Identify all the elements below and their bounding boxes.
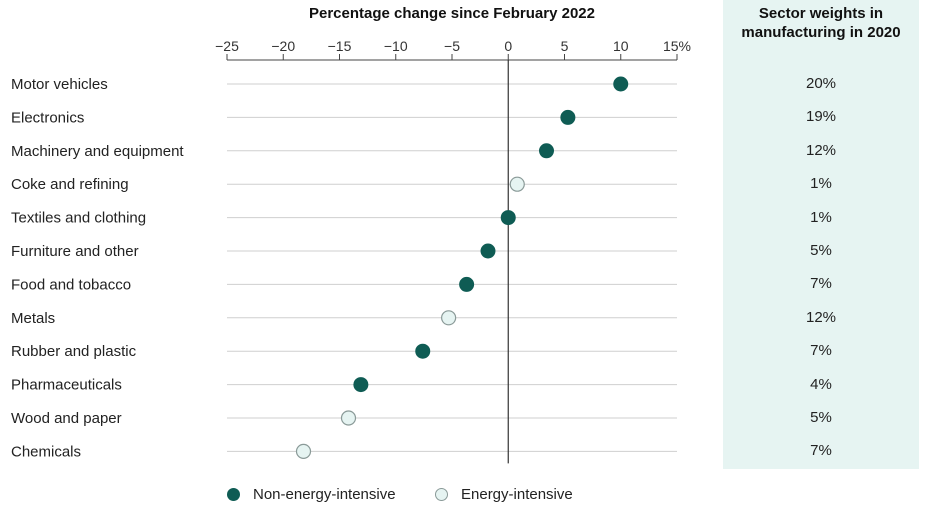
legend-non-energy-swatch	[227, 488, 240, 501]
weight-value: 7%	[810, 275, 832, 293]
data-point-non-energy-intensive	[459, 276, 475, 292]
weight-value: 1%	[810, 208, 832, 226]
data-point-energy-intensive	[340, 410, 357, 426]
data-point-non-energy-intensive	[480, 243, 496, 259]
category-label: Electronics	[11, 109, 84, 126]
x-tick-label: −15	[328, 38, 352, 54]
x-tick-label: −25	[215, 38, 239, 54]
x-tick-label: −10	[384, 38, 408, 54]
data-point-non-energy-intensive	[415, 343, 431, 359]
category-label: Textiles and clothing	[11, 210, 146, 227]
legend-non-energy: Non-energy-intensive	[227, 486, 396, 503]
weight-value: 12%	[805, 141, 837, 159]
legend-energy: Energy-intensive	[435, 486, 573, 503]
weight-value: 1%	[810, 175, 832, 193]
x-tick-label: 10	[613, 38, 629, 54]
weights-title-line1: Sector weights in	[758, 5, 884, 22]
weight-value: 12%	[805, 308, 837, 326]
data-point-non-energy-intensive	[353, 377, 369, 393]
data-point-energy-intensive	[509, 176, 525, 192]
sector-weights-panel: Sector weights in manufacturing in 2020 …	[723, 0, 919, 469]
data-point-non-energy-intensive	[613, 76, 629, 92]
category-label: Motor vehicles	[11, 76, 108, 93]
x-tick-label: 5	[561, 38, 569, 54]
weight-value: 5%	[810, 242, 832, 259]
weight-value: 7%	[810, 442, 832, 460]
chart-title: Percentage change since February 2022	[309, 5, 595, 22]
category-label: Machinery and equipment	[11, 143, 184, 160]
weights-title-line2: manufacturing in 2020	[741, 24, 901, 41]
category-label: Wood and paper	[11, 410, 122, 427]
x-tick-label: −5	[444, 38, 460, 54]
weight-value: 5%	[810, 409, 832, 426]
data-point-non-energy-intensive	[500, 210, 516, 226]
x-tick-label: 0	[504, 38, 512, 54]
legend-non-energy-label: Non-energy-intensive	[253, 486, 396, 503]
category-label: Food and tobacco	[11, 276, 131, 293]
data-point-non-energy-intensive	[539, 143, 554, 159]
category-label: Metals	[11, 310, 55, 327]
weight-value: 7%	[810, 342, 832, 360]
category-label: Pharmaceuticals	[11, 377, 122, 394]
legend-energy-swatch	[435, 488, 448, 501]
category-label: Furniture and other	[11, 243, 139, 260]
category-label: Rubber and plastic	[11, 343, 137, 360]
data-point-energy-intensive	[441, 310, 457, 326]
legend-energy-label: Energy-intensive	[461, 486, 573, 503]
chart-area: Percentage change since February 2022 −25…	[11, 5, 691, 464]
category-label: Coke and refining	[11, 176, 129, 193]
data-point-non-energy-intensive	[560, 109, 576, 125]
x-tick-label: 15%	[663, 38, 691, 54]
weights-title: Sector weights in manufacturing in 2020	[723, 4, 919, 42]
data-point-energy-intensive	[295, 443, 312, 459]
weight-value: 20%	[805, 75, 837, 92]
category-label: Chemicals	[11, 443, 81, 460]
weight-value: 4%	[810, 375, 832, 393]
weight-value: 19%	[805, 108, 837, 126]
x-tick-label: −20	[271, 38, 295, 54]
